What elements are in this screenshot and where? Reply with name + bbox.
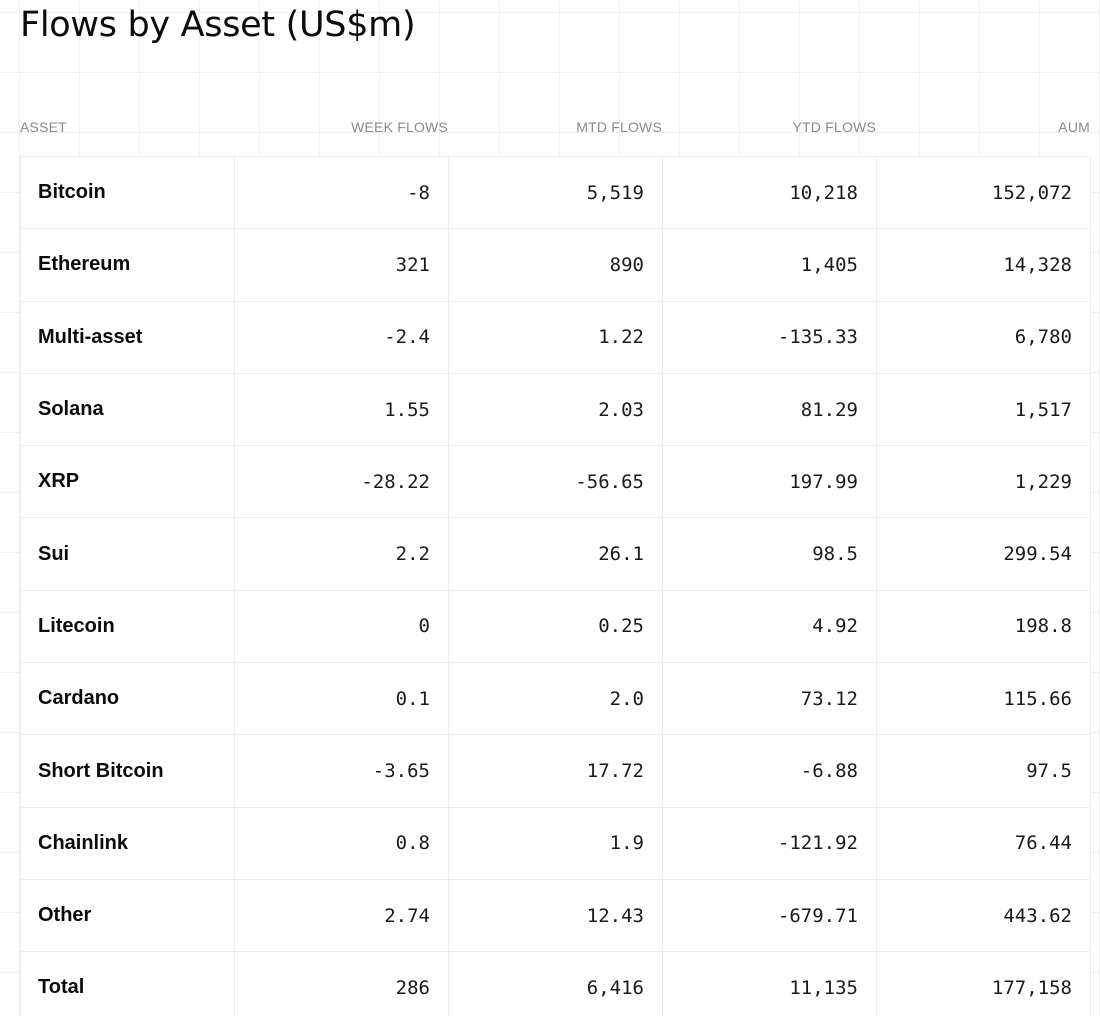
ytd-flows-value: 4.92 — [663, 590, 877, 663]
week-flows-value: 1.55 — [235, 373, 449, 446]
ytd-flows-value: -679.71 — [663, 879, 877, 952]
week-flows-value: 321 — [235, 229, 449, 301]
aum-value: 115.66 — [877, 663, 1091, 735]
asset-name: Bitcoin — [21, 157, 235, 229]
table-row: Bitcoin -8 5,519 10,218 152,072 — [21, 156, 1091, 229]
mtd-flows-value: -56.65 — [449, 446, 663, 518]
column-header-mtd-flows: MTD FLOWS — [576, 119, 662, 135]
asset-name: Multi-asset — [21, 301, 235, 373]
mtd-flows-value: 1.22 — [449, 301, 663, 373]
ytd-flows-value: -6.88 — [663, 735, 877, 807]
ytd-flows-value: 10,218 — [663, 157, 877, 229]
week-flows-value: 2.2 — [235, 518, 449, 590]
table-row: Cardano 0.1 2.0 73.12 115.66 — [21, 662, 1091, 735]
aum-value: 198.8 — [877, 590, 1091, 663]
table-row: Ethereum 321 890 1,405 14,328 — [21, 228, 1091, 301]
mtd-flows-value: 12.43 — [449, 879, 663, 952]
table-body: Bitcoin -8 5,519 10,218 152,072 Ethereum… — [20, 156, 1091, 1016]
table-header: ASSET WEEK FLOWS MTD FLOWS YTD FLOWS AUM — [20, 112, 1090, 156]
mtd-flows-value: 0.25 — [449, 590, 663, 663]
table-row: Short Bitcoin -3.65 17.72 -6.88 97.5 — [21, 734, 1091, 807]
table-row: Solana 1.55 2.03 81.29 1,517 — [21, 372, 1091, 446]
mtd-flows-value: 1.9 — [449, 807, 663, 879]
asset-name: XRP — [21, 446, 235, 518]
asset-name: Litecoin — [21, 590, 235, 663]
table-row: Chainlink 0.8 1.9 -121.92 76.44 — [21, 806, 1091, 879]
mtd-flows-value: 5,519 — [449, 157, 663, 229]
aum-value: 299.54 — [877, 518, 1091, 590]
ytd-flows-value: 197.99 — [663, 446, 877, 518]
aum-value: 76.44 — [877, 807, 1091, 879]
aum-value: 152,072 — [877, 157, 1091, 229]
table-row: Litecoin 0 0.25 4.92 198.8 — [21, 589, 1091, 663]
aum-value: 177,158 — [877, 952, 1091, 1016]
asset-name: Cardano — [21, 663, 235, 735]
mtd-flows-value: 26.1 — [449, 518, 663, 590]
table-row: Sui 2.2 26.1 98.5 299.54 — [21, 517, 1091, 590]
week-flows-value: -3.65 — [235, 735, 449, 807]
table-row-total: Total 286 6,416 11,135 177,158 — [21, 951, 1091, 1016]
mtd-flows-value: 2.03 — [449, 373, 663, 446]
week-flows-value: -8 — [235, 157, 449, 229]
mtd-flows-value: 890 — [449, 229, 663, 301]
ytd-flows-value: 98.5 — [663, 518, 877, 590]
table-row: Multi-asset -2.4 1.22 -135.33 6,780 — [21, 300, 1091, 373]
column-header-asset: ASSET — [20, 119, 67, 135]
ytd-flows-value: -121.92 — [663, 807, 877, 879]
ytd-flows-value: 73.12 — [663, 663, 877, 735]
ytd-flows-value: -135.33 — [663, 301, 877, 373]
mtd-flows-value: 2.0 — [449, 663, 663, 735]
week-flows-value: -28.22 — [235, 446, 449, 518]
aum-value: 1,229 — [877, 446, 1091, 518]
asset-name: Short Bitcoin — [21, 735, 235, 807]
aum-value: 1,517 — [877, 373, 1091, 446]
week-flows-value: 2.74 — [235, 879, 449, 952]
ytd-flows-value: 81.29 — [663, 373, 877, 446]
column-header-aum: AUM — [1058, 119, 1090, 135]
aum-value: 14,328 — [877, 229, 1091, 301]
table-row: XRP -28.22 -56.65 197.99 1,229 — [21, 445, 1091, 518]
week-flows-value: -2.4 — [235, 301, 449, 373]
mtd-flows-value: 17.72 — [449, 735, 663, 807]
mtd-flows-value: 6,416 — [449, 952, 663, 1016]
asset-name: Sui — [21, 518, 235, 590]
table-row: Other 2.74 12.43 -679.71 443.62 — [21, 878, 1091, 952]
week-flows-value: 0.1 — [235, 663, 449, 735]
aum-value: 443.62 — [877, 879, 1091, 952]
ytd-flows-value: 11,135 — [663, 952, 877, 1016]
asset-name: Solana — [21, 373, 235, 446]
column-header-ytd-flows: YTD FLOWS — [792, 119, 876, 135]
asset-name: Other — [21, 879, 235, 952]
aum-value: 97.5 — [877, 735, 1091, 807]
week-flows-value: 286 — [235, 952, 449, 1016]
aum-value: 6,780 — [877, 301, 1091, 373]
flows-table: ASSET WEEK FLOWS MTD FLOWS YTD FLOWS AUM… — [20, 112, 1091, 1016]
week-flows-value: 0 — [235, 590, 449, 663]
week-flows-value: 0.8 — [235, 807, 449, 879]
column-header-week-flows: WEEK FLOWS — [351, 119, 448, 135]
asset-name: Ethereum — [21, 229, 235, 301]
asset-name: Total — [21, 952, 235, 1016]
ytd-flows-value: 1,405 — [663, 229, 877, 301]
page-title: Flows by Asset (US$m) — [20, 5, 416, 45]
asset-name: Chainlink — [21, 807, 235, 879]
